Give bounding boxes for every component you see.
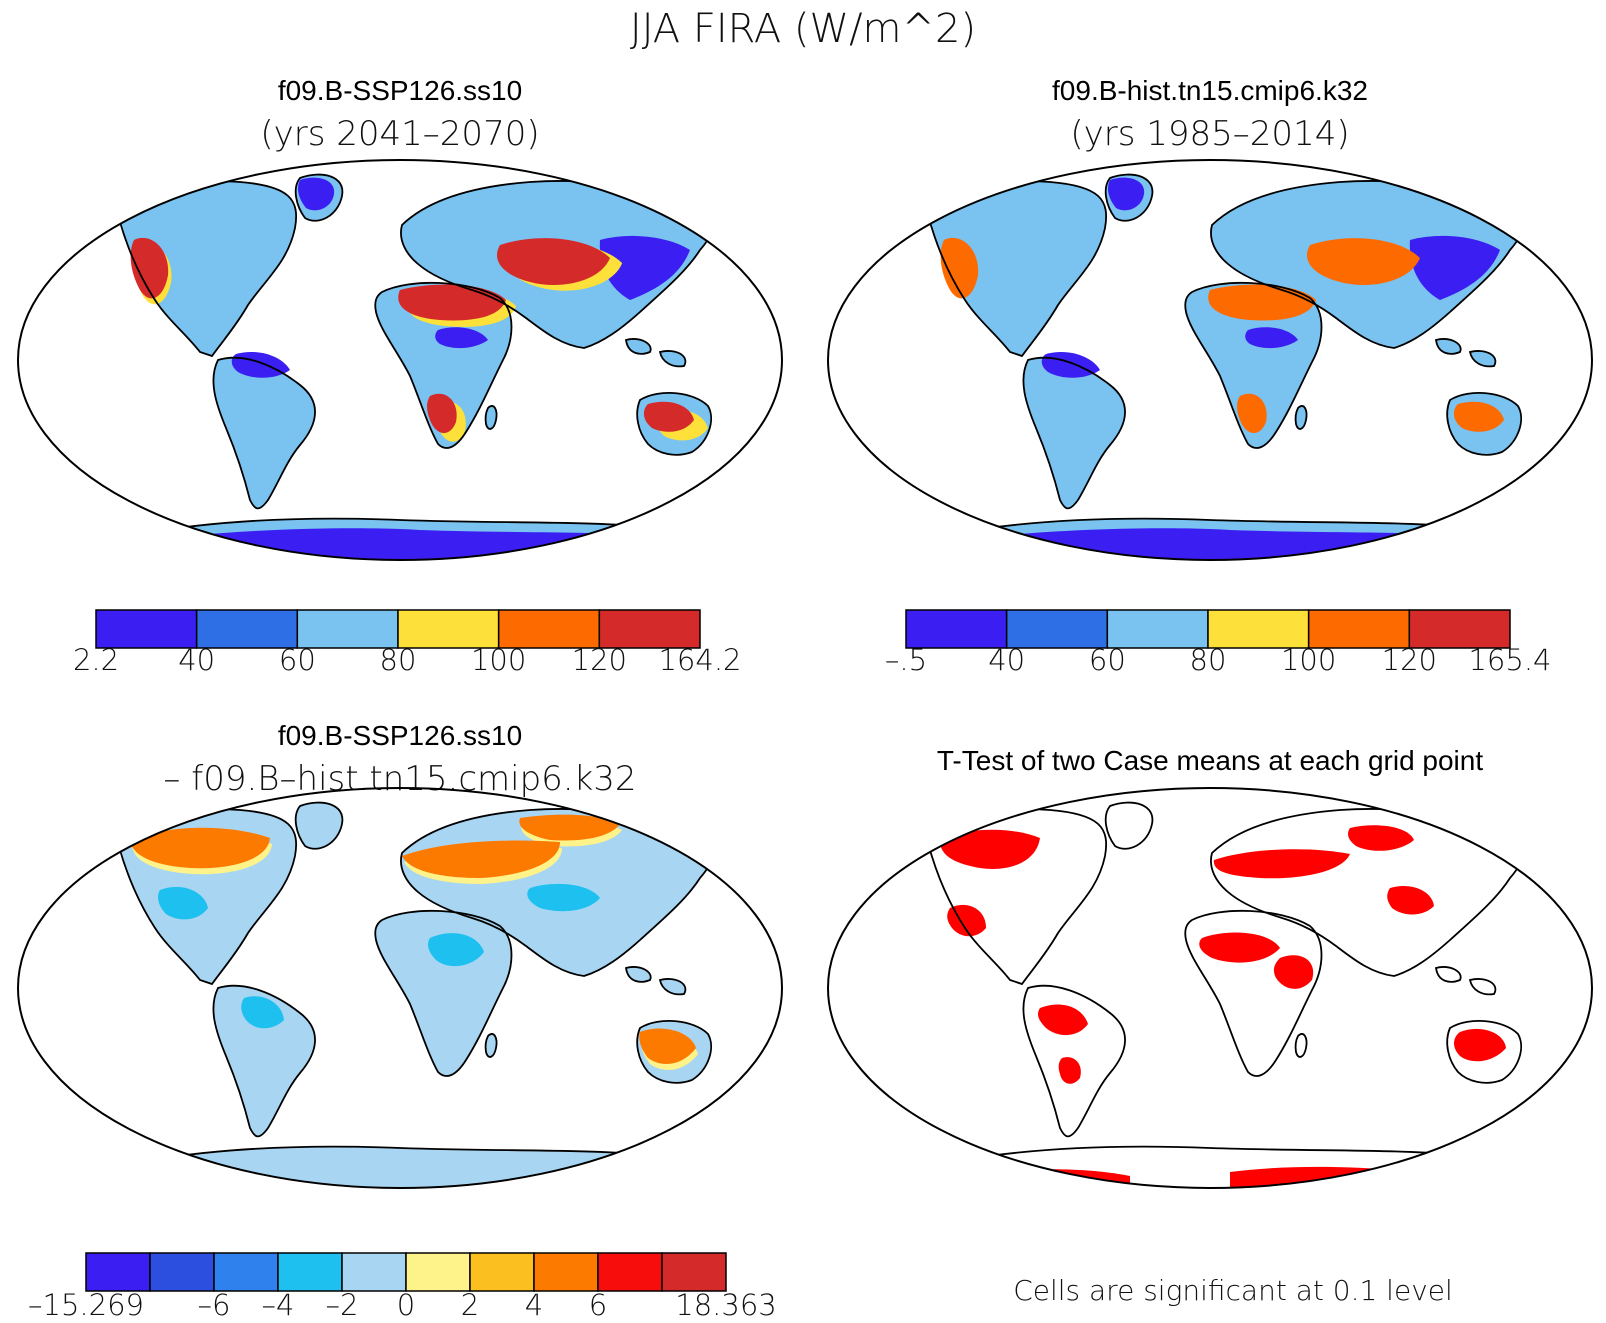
colorbar-tick-label: 60 bbox=[1089, 643, 1126, 677]
colorbar-swatch bbox=[195, 609, 299, 649]
colorbar-tick-label: 80 bbox=[1190, 643, 1227, 677]
map-case bbox=[17, 159, 783, 561]
panel-difference-title: f09.B-SSP126.ss10 bbox=[278, 720, 522, 751]
colorbar-swatch bbox=[277, 1252, 343, 1292]
panel-difference: f09.B-SSP126.ss10 – f09.B–hist.tn15.cmip… bbox=[17, 720, 783, 1322]
colorbar-tick-label: 40 bbox=[178, 643, 215, 677]
colorbar-tick-label: 120 bbox=[572, 643, 627, 677]
colorbar-tick-label: 18.363 bbox=[675, 1288, 776, 1322]
map-border bbox=[827, 787, 1593, 1189]
colorbar-case: 2.2 40 60 80 100 120 164.2 bbox=[73, 609, 742, 677]
map-border bbox=[17, 787, 783, 1189]
colorbar-tick-label: 60 bbox=[279, 643, 316, 677]
colorbar-swatch bbox=[598, 609, 701, 649]
colorbar-swatch bbox=[469, 1252, 535, 1292]
colorbar-tick-label: –2 bbox=[326, 1288, 359, 1322]
colorbar-tick-label: 6 bbox=[589, 1288, 607, 1322]
colorbar-tick-label: 2 bbox=[461, 1288, 479, 1322]
colorbar-tick-label: –6 bbox=[198, 1288, 231, 1322]
colorbar-swatch bbox=[85, 1252, 151, 1292]
colorbar-tick-label: 164.2 bbox=[658, 643, 741, 677]
panel-control: f09.B-hist.tn15.cmip6.k32 (yrs 1985–2014… bbox=[827, 75, 1593, 677]
panel-ttest-title: T-Test of two Case means at each grid po… bbox=[937, 745, 1483, 776]
panel-control-subtitle: (yrs 1985–2014) bbox=[1070, 114, 1349, 154]
colorbar-tick-label: 4 bbox=[525, 1288, 543, 1322]
map-ttest bbox=[827, 787, 1593, 1189]
figure-title: JJA FIRA (W/m^2) bbox=[630, 6, 976, 52]
colorbar-tick-label: 40 bbox=[988, 643, 1025, 677]
colorbar-tick-label: 80 bbox=[380, 643, 417, 677]
colorbar-tick-label: 100 bbox=[471, 643, 526, 677]
map-difference bbox=[17, 787, 783, 1189]
colorbar-difference: –15.269 –6 –4 –2 0 2 4 6 18.363 bbox=[28, 1252, 777, 1322]
panel-case-subtitle: (yrs 2041–2070) bbox=[260, 114, 539, 154]
colorbar-tick-label: 0 bbox=[397, 1288, 415, 1322]
colorbar-tick-label: –15.269 bbox=[28, 1288, 144, 1322]
colorbar-swatch bbox=[213, 1252, 279, 1292]
panel-difference-subtitle: – f09.B–hist.tn15.cmip6.k32 bbox=[163, 759, 636, 799]
colorbar-swatch bbox=[497, 609, 601, 649]
colorbar-tick-label: 165.4 bbox=[1468, 643, 1551, 677]
colorbar-swatch bbox=[661, 1252, 727, 1292]
colorbar-swatch bbox=[533, 1252, 599, 1292]
colorbar-tick-label: –.5 bbox=[885, 643, 927, 677]
colorbar-tick-label: 2.2 bbox=[73, 643, 119, 677]
colorbar-swatch bbox=[905, 609, 1008, 649]
map-border bbox=[827, 159, 1593, 561]
colorbar-swatch bbox=[597, 1252, 663, 1292]
colorbar-swatch bbox=[95, 609, 198, 649]
colorbar-tick-label: –4 bbox=[262, 1288, 295, 1322]
colorbar-swatch bbox=[1408, 609, 1511, 649]
colorbar-swatch bbox=[341, 1252, 407, 1292]
colorbar-swatch bbox=[405, 1252, 471, 1292]
panel-case-title: f09.B-SSP126.ss10 bbox=[278, 75, 522, 106]
colorbar-control: –.5 40 60 80 100 120 165.4 bbox=[885, 609, 1552, 677]
colorbar-tick-label: 100 bbox=[1281, 643, 1336, 677]
map-border bbox=[17, 159, 783, 561]
panel-control-title: f09.B-hist.tn15.cmip6.k32 bbox=[1052, 75, 1368, 106]
panel-ttest: T-Test of two Case means at each grid po… bbox=[827, 745, 1593, 1307]
colorbar-swatch bbox=[397, 609, 500, 649]
colorbar-tick-label: 120 bbox=[1382, 643, 1437, 677]
colorbar-swatch bbox=[149, 1252, 215, 1292]
colorbar-swatch bbox=[1207, 609, 1310, 649]
ttest-note: Cells are significant at 0.1 level bbox=[1013, 1274, 1453, 1307]
panel-case: f09.B-SSP126.ss10 (yrs 2041–2070) 2.2 40 6… bbox=[17, 75, 783, 677]
map-control bbox=[827, 159, 1593, 561]
